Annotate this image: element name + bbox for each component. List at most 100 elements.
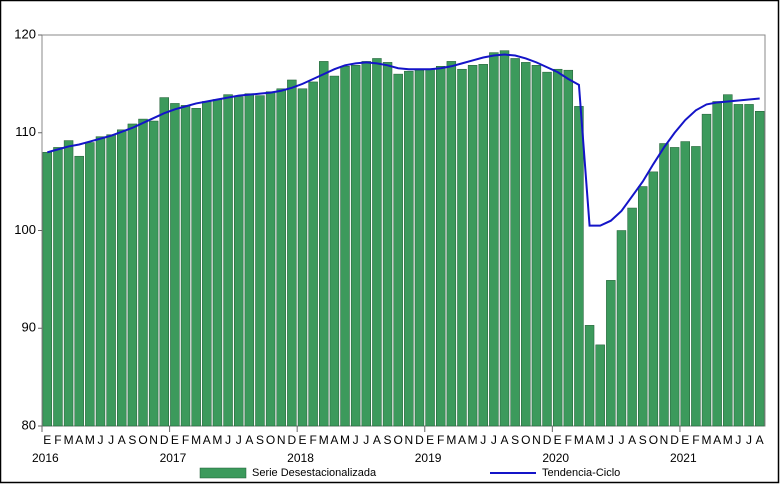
bar xyxy=(712,101,722,427)
x-tick-label: A xyxy=(330,433,338,447)
bar xyxy=(446,61,457,427)
bar xyxy=(478,64,488,427)
x-tick-label: J xyxy=(480,433,486,447)
bar xyxy=(276,88,286,427)
bar xyxy=(404,70,414,427)
bar xyxy=(680,141,690,427)
bar xyxy=(340,66,350,427)
bar xyxy=(531,65,542,427)
x-tick-label: O xyxy=(394,433,403,447)
x-tick-label: E xyxy=(298,433,306,447)
x-tick-label: J xyxy=(353,433,359,447)
x-tick-label: N xyxy=(532,433,541,447)
bar xyxy=(53,147,63,427)
x-tick-label: E xyxy=(681,433,689,447)
x-tick-label: J xyxy=(491,433,497,447)
x-tick-label: N xyxy=(660,433,669,447)
x-tick-label: A xyxy=(118,433,126,447)
x-tick-label: M xyxy=(702,433,712,447)
bar xyxy=(542,71,552,427)
x-tick-label: F xyxy=(182,433,189,447)
x-tick-label: J xyxy=(735,433,741,447)
bar xyxy=(584,325,595,427)
bar xyxy=(595,344,605,427)
x-tick-label: M xyxy=(85,433,95,447)
x-tick-label: D xyxy=(160,433,169,447)
bar xyxy=(319,61,329,427)
y-tick-label: 90 xyxy=(22,320,36,335)
bar xyxy=(499,50,510,427)
x-tick-label: A xyxy=(756,433,764,447)
bar xyxy=(552,68,563,427)
x-tick-label: J xyxy=(608,433,614,447)
x-tick-label: M xyxy=(468,433,478,447)
x-tick-label: D xyxy=(670,433,679,447)
x-tick-label: N xyxy=(404,433,413,447)
bar xyxy=(159,97,169,427)
x-tick-label: E xyxy=(554,433,562,447)
year-label: 2017 xyxy=(160,451,187,465)
bar xyxy=(350,65,361,427)
year-label: 2020 xyxy=(542,451,569,465)
x-tick-label: J xyxy=(225,433,231,447)
bar xyxy=(138,118,148,427)
trend-line xyxy=(47,53,760,227)
bar xyxy=(180,105,191,427)
x-tick-label: D xyxy=(288,433,297,447)
legend-swatch xyxy=(199,467,247,479)
x-tick-label: O xyxy=(266,433,275,447)
x-tick-label: A xyxy=(458,433,466,447)
x-tick-label: S xyxy=(639,433,647,447)
bar xyxy=(435,66,446,427)
x-tick-label: F xyxy=(54,433,61,447)
bar xyxy=(627,207,637,427)
x-tick-label: D xyxy=(543,433,552,447)
bar xyxy=(563,69,574,427)
bar xyxy=(606,280,616,427)
bar xyxy=(616,230,627,427)
bar xyxy=(648,171,659,427)
year-label: 2016 xyxy=(32,451,59,465)
x-tick-label: J xyxy=(618,433,624,447)
x-tick-label: J xyxy=(236,433,242,447)
year-label: 2019 xyxy=(415,451,442,465)
bar xyxy=(744,104,754,427)
bar xyxy=(244,93,255,427)
bar xyxy=(467,65,478,427)
bar xyxy=(382,62,393,427)
bar xyxy=(85,142,95,427)
x-tick-label: O xyxy=(521,433,530,447)
bar xyxy=(202,101,212,427)
bar xyxy=(265,91,276,427)
bar xyxy=(414,69,425,427)
y-tick-label: 110 xyxy=(15,124,36,139)
bar xyxy=(255,95,265,427)
bar xyxy=(63,140,74,427)
x-tick-label: A xyxy=(245,433,253,447)
bar xyxy=(297,88,308,427)
x-tick-label: A xyxy=(628,433,636,447)
x-tick-label: M xyxy=(340,433,350,447)
x-tick-label: F xyxy=(692,433,699,447)
x-tick-label: J xyxy=(363,433,369,447)
x-tick-label: F xyxy=(565,433,572,447)
year-label: 2021 xyxy=(670,451,697,465)
x-tick-label: E xyxy=(426,433,434,447)
x-tick-label: J xyxy=(746,433,752,447)
x-tick-label: A xyxy=(500,433,508,447)
bar xyxy=(223,94,233,427)
bar xyxy=(659,143,669,427)
y-tick-label: 100 xyxy=(14,222,36,237)
bar xyxy=(191,108,201,427)
bar xyxy=(95,136,106,427)
bar xyxy=(170,103,180,427)
x-tick-label: S xyxy=(384,433,392,447)
bar xyxy=(106,134,116,427)
x-tick-label: M xyxy=(212,433,222,447)
bar xyxy=(212,99,223,427)
bar xyxy=(393,73,403,427)
x-tick-label: A xyxy=(586,433,594,447)
bar xyxy=(510,58,520,427)
x-tick-label: M xyxy=(723,433,733,447)
bar xyxy=(457,68,467,427)
